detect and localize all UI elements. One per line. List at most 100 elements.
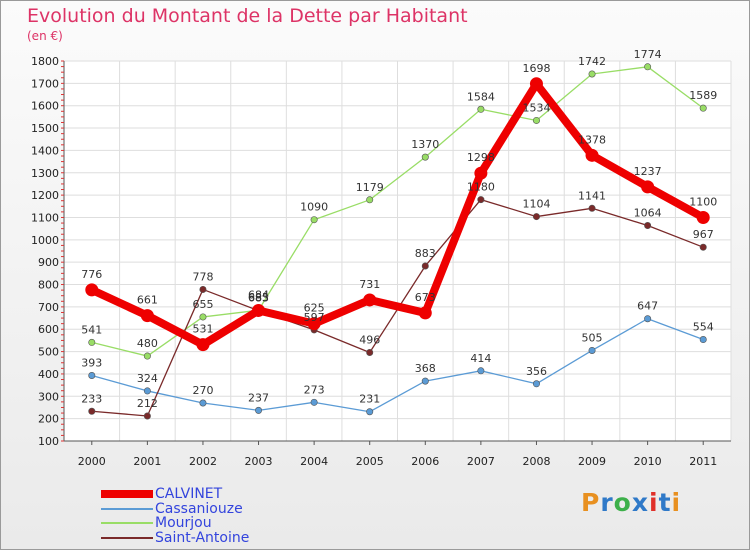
y-tick-label: 400 bbox=[38, 368, 59, 381]
data-label-cassaniouze: 414 bbox=[470, 352, 491, 365]
legend-label: CALVINET bbox=[155, 486, 223, 502]
x-tick-label: 2005 bbox=[356, 455, 384, 468]
data-point-calvinet bbox=[363, 293, 377, 307]
data-point-cassaniouze bbox=[255, 406, 263, 414]
y-tick-label: 1200 bbox=[31, 189, 59, 202]
series-line-calvinet bbox=[87, 79, 708, 349]
grid bbox=[63, 60, 732, 442]
data-point-mourjou bbox=[310, 216, 318, 224]
data-point-calvinet bbox=[585, 148, 599, 162]
data-label-saint-antoine: 1141 bbox=[578, 189, 606, 202]
x-tick-label: 2000 bbox=[78, 455, 106, 468]
y-tick-label: 1800 bbox=[31, 55, 59, 68]
data-label-mourjou: 1179 bbox=[356, 181, 384, 194]
data-label-mourjou: 1534 bbox=[522, 101, 550, 114]
data-label-calvinet: 1298 bbox=[467, 151, 495, 164]
data-point-cassaniouze bbox=[699, 336, 707, 344]
data-label-calvinet: 731 bbox=[359, 278, 380, 291]
data-label-cassaniouze: 368 bbox=[415, 362, 436, 375]
data-point-calvinet bbox=[85, 283, 99, 297]
data-label-saint-antoine: 683 bbox=[248, 292, 269, 305]
data-point-cassaniouze bbox=[421, 377, 429, 385]
y-tick-label: 200 bbox=[38, 413, 59, 426]
x-tick-label: 2010 bbox=[634, 455, 662, 468]
data-point-saint-antoine bbox=[199, 285, 207, 293]
data-label-cassaniouze: 647 bbox=[637, 300, 658, 313]
data-label-cassaniouze: 554 bbox=[693, 321, 714, 334]
legend-label: Saint-Antoine bbox=[155, 529, 250, 546]
value-labels: 393 324 270 237 273 231 368 414 356 505 647 554 541 4… bbox=[81, 48, 717, 410]
x-tick-label: 2001 bbox=[133, 455, 161, 468]
axes: 100 200 300 400 500 600 700 800 900 1000 1100 1200 1… bbox=[31, 55, 731, 468]
data-point-mourjou bbox=[477, 105, 485, 113]
data-label-mourjou: 685 bbox=[248, 291, 269, 304]
series bbox=[85, 63, 710, 420]
data-point-mourjou bbox=[88, 338, 96, 346]
legend-swatch bbox=[101, 536, 153, 539]
x-tick-label: 2009 bbox=[578, 455, 606, 468]
data-point-saint-antoine bbox=[143, 412, 151, 420]
data-label-mourjou: 480 bbox=[137, 337, 158, 350]
data-point-mourjou bbox=[588, 70, 596, 78]
data-label-calvinet: 684 bbox=[248, 288, 269, 301]
y-tick-label: 500 bbox=[38, 346, 59, 359]
data-point-cassaniouze bbox=[532, 380, 540, 388]
data-point-calvinet bbox=[140, 309, 154, 323]
data-label-saint-antoine: 967 bbox=[693, 228, 714, 241]
data-point-cassaniouze bbox=[588, 346, 596, 354]
data-point-cassaniouze bbox=[644, 315, 652, 323]
data-label-mourjou: 1370 bbox=[411, 138, 439, 151]
y-tick-label: 100 bbox=[38, 435, 59, 448]
data-label-calvinet: 625 bbox=[304, 302, 325, 315]
y-tick-label: 300 bbox=[38, 390, 59, 403]
y-tick-label: 800 bbox=[38, 279, 59, 292]
data-point-saint-antoine bbox=[477, 196, 485, 204]
data-label-saint-antoine: 233 bbox=[81, 392, 102, 405]
data-point-saint-antoine bbox=[588, 204, 596, 212]
data-label-saint-antoine: 212 bbox=[137, 397, 158, 410]
data-label-cassaniouze: 237 bbox=[248, 391, 269, 404]
data-label-cassaniouze: 231 bbox=[359, 393, 380, 406]
y-tick-label: 1700 bbox=[31, 77, 59, 90]
data-label-cassaniouze: 393 bbox=[81, 357, 102, 370]
data-point-mourjou bbox=[199, 313, 207, 321]
data-point-saint-antoine bbox=[699, 243, 707, 251]
chart-unit: (en €) bbox=[27, 29, 63, 43]
y-tick-label: 900 bbox=[38, 256, 59, 269]
data-label-mourjou: 1589 bbox=[689, 89, 717, 102]
data-point-cassaniouze bbox=[477, 367, 485, 375]
series-line-mourjou bbox=[91, 66, 704, 357]
data-label-calvinet: 776 bbox=[81, 268, 102, 281]
data-label-saint-antoine: 778 bbox=[192, 270, 213, 283]
data-point-calvinet bbox=[418, 306, 432, 320]
data-point-mourjou bbox=[143, 352, 151, 360]
data-label-calvinet: 673 bbox=[415, 291, 436, 304]
data-label-cassaniouze: 505 bbox=[582, 331, 603, 344]
data-point-saint-antoine bbox=[88, 407, 96, 415]
data-point-mourjou bbox=[366, 196, 374, 204]
series-line-cassaniouze bbox=[91, 318, 704, 413]
data-point-cassaniouze bbox=[143, 387, 151, 395]
y-tick-label: 1400 bbox=[31, 144, 59, 157]
y-tick-label: 1600 bbox=[31, 100, 59, 113]
data-label-calvinet: 531 bbox=[192, 323, 213, 336]
data-label-saint-antoine: 496 bbox=[359, 333, 380, 346]
data-point-cassaniouze bbox=[88, 372, 96, 380]
data-label-calvinet: 1100 bbox=[689, 195, 717, 208]
brand-letter: P bbox=[581, 488, 601, 517]
data-label-calvinet: 1237 bbox=[634, 165, 662, 178]
data-point-mourjou bbox=[644, 63, 652, 71]
y-tick-label: 1300 bbox=[31, 167, 59, 180]
x-tick-label: 2011 bbox=[689, 455, 717, 468]
data-point-cassaniouze bbox=[199, 399, 207, 407]
data-label-cassaniouze: 273 bbox=[304, 383, 325, 396]
data-point-mourjou bbox=[699, 104, 707, 112]
data-label-saint-antoine: 1180 bbox=[467, 181, 495, 194]
brand-letter: t bbox=[658, 488, 672, 517]
chart-title: Evolution du Montant de la Dette par Hab… bbox=[27, 5, 468, 27]
data-label-cassaniouze: 270 bbox=[192, 384, 213, 397]
legend-swatch bbox=[101, 490, 153, 498]
data-label-mourjou: 655 bbox=[192, 298, 213, 311]
data-point-calvinet bbox=[529, 77, 543, 91]
